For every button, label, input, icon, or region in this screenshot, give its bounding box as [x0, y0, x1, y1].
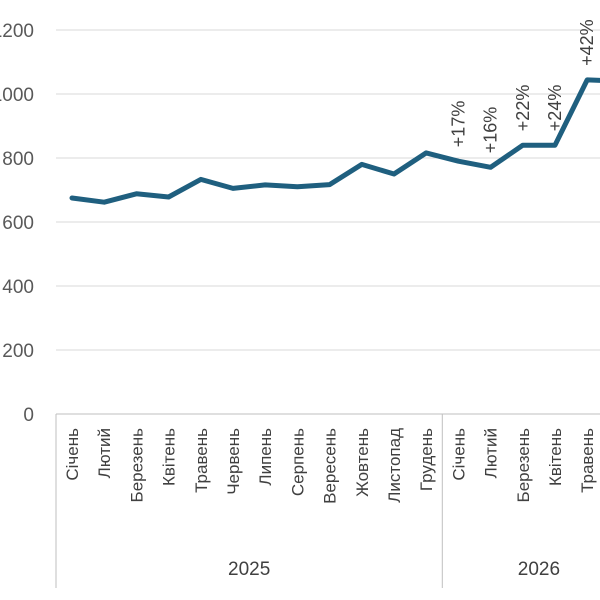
data-label: +17%	[448, 101, 468, 148]
data-labels: +17%+16%+22%+24%+42%+47%	[448, 19, 597, 154]
data-label: +24%	[545, 85, 565, 132]
x-tick-label: Березень	[127, 428, 146, 503]
x-group-label: 2026	[518, 559, 560, 580]
y-tick-label: 1200	[0, 21, 34, 42]
x-axis-group-labels: 2025 2026	[228, 559, 560, 580]
x-tick-label: Березень	[514, 428, 533, 503]
x-axis	[55, 413, 600, 588]
series	[69, 77, 600, 205]
y-axis-ticks: 0 200 400 600 800 1000 1200	[0, 21, 34, 426]
x-tick-label: Жовтень	[353, 428, 372, 497]
x-tick-label: Січень	[63, 428, 82, 481]
y-tick-label: 600	[2, 213, 34, 234]
x-tick-label: Лютий	[482, 428, 501, 478]
gridlines	[56, 29, 600, 351]
x-tick-label: Листопад	[385, 428, 404, 503]
x-tick-label: Лютий	[95, 428, 114, 478]
x-tick-label: Травень	[578, 428, 597, 493]
x-tick-label: Червень	[224, 428, 243, 495]
y-tick-label: 1000	[0, 85, 34, 106]
x-tick-label: Липень	[256, 428, 275, 486]
y-tick-label: 400	[2, 277, 34, 298]
x-tick-label: Вересень	[321, 428, 340, 504]
series-line	[69, 77, 600, 205]
x-tick-label: Серпень	[288, 428, 307, 496]
x-tick-label: Квітень	[546, 428, 565, 486]
data-label: +16%	[481, 107, 501, 154]
x-group-label: 2025	[228, 559, 270, 580]
x-tick-label: Квітень	[160, 428, 179, 486]
y-tick-label: 0	[23, 405, 34, 426]
y-tick-label: 200	[2, 341, 34, 362]
x-tick-label: Січень	[449, 428, 468, 481]
x-axis-category-labels: Січень Лютий Березень Квітень Травень Червень…	[63, 428, 597, 504]
data-label: +22%	[513, 85, 533, 132]
y-tick-label: 800	[2, 149, 34, 170]
x-tick-label: Грудень	[417, 428, 436, 491]
data-label: +42%	[577, 19, 597, 66]
x-tick-label: Травень	[192, 428, 211, 493]
